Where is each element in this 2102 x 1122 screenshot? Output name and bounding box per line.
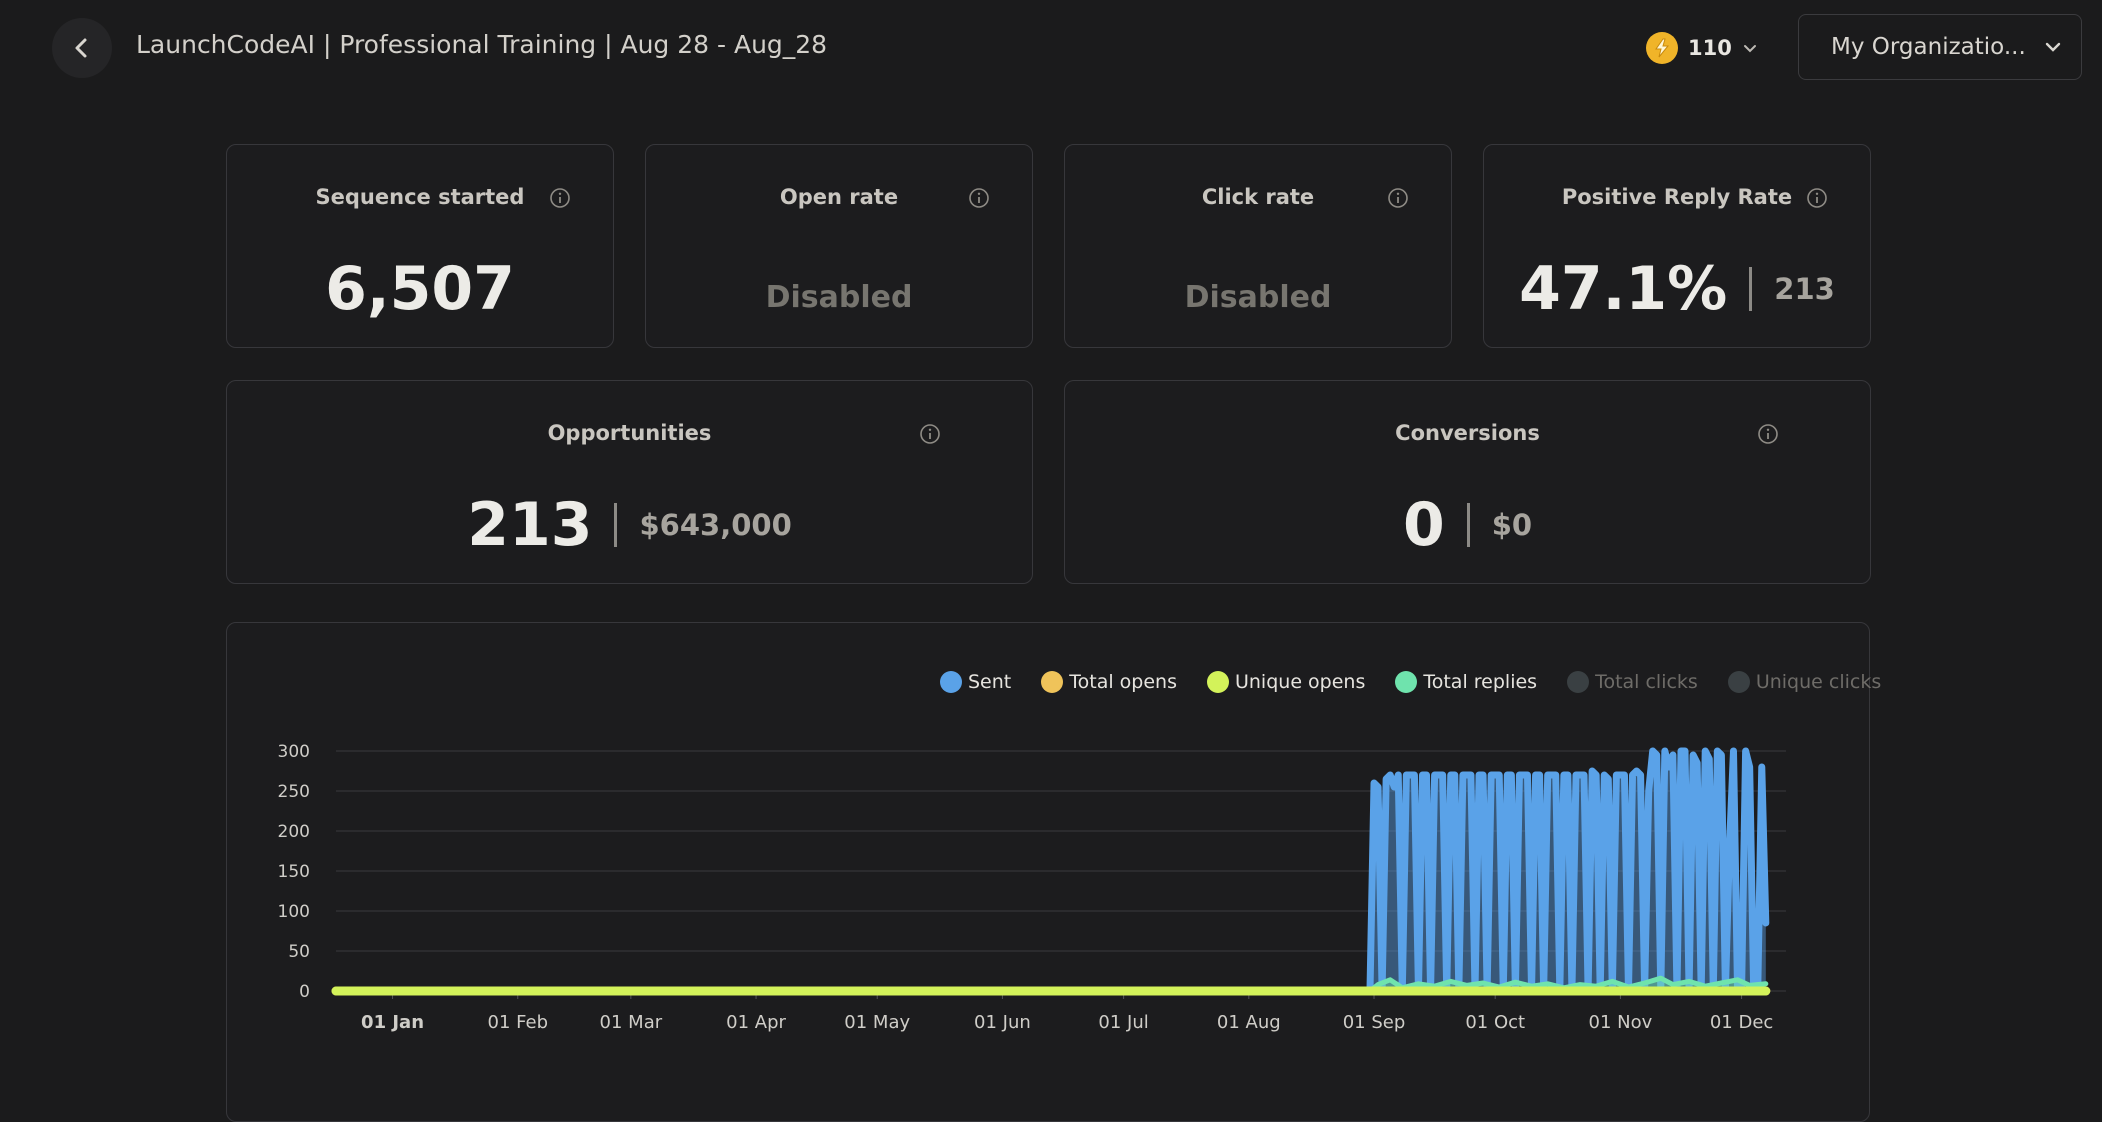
legend-label: Unique clicks: [1755, 671, 1882, 693]
x-tick-label: 01 Jun: [974, 1012, 1031, 1033]
lightning-icon: [1646, 32, 1678, 64]
card-sequence-started: Sequence started 6,507: [226, 144, 614, 348]
sequence-started-value: 6,507: [325, 254, 515, 324]
conversions-value: 0: [1402, 490, 1445, 560]
legend-dot: [1567, 671, 1590, 693]
card-title: Positive Reply Rate: [1561, 185, 1793, 209]
x-tick-label: 01 Oct: [1465, 1012, 1525, 1033]
legend-label: Total clicks: [1595, 671, 1698, 693]
y-tick-label: 0: [299, 982, 310, 1002]
legend-item-unique-clicks[interactable]: Unique clicks: [1727, 671, 1882, 693]
positive-reply-rate-value: 47.1%: [1519, 254, 1728, 324]
legend-item-unique-opens[interactable]: Unique opens: [1206, 671, 1366, 693]
legend-dot: [1727, 671, 1750, 693]
info-icon[interactable]: [549, 187, 571, 209]
y-tick-label: 300: [278, 742, 310, 762]
info-icon[interactable]: [1387, 187, 1409, 209]
chevron-down-icon: [1743, 45, 1756, 53]
top-bar: LaunchCodeAI | Professional Training | A…: [0, 0, 2102, 94]
opportunities-value: 213: [467, 490, 593, 560]
organization-dropdown[interactable]: My Organizatio...: [1798, 14, 2082, 80]
info-icon[interactable]: [1806, 187, 1828, 209]
legend-label: Total replies: [1423, 671, 1538, 693]
positive-reply-count: 213: [1774, 272, 1835, 306]
x-tick-label: 01 Aug: [1217, 1012, 1281, 1033]
card-opportunities: Opportunities 213 $643,000: [226, 380, 1033, 584]
x-tick-label: 01 Apr: [726, 1012, 786, 1033]
open-rate-value: Disabled: [765, 279, 913, 315]
legend-label: Unique opens: [1234, 671, 1366, 693]
value-separator: [614, 503, 618, 547]
card-title: Click rate: [1201, 185, 1315, 209]
page-title: LaunchCodeAI | Professional Training | A…: [136, 30, 828, 59]
credits-dropdown[interactable]: 110: [1646, 28, 1758, 68]
x-tick-label: 01 Mar: [600, 1012, 663, 1033]
activity-chart: 0 50 100 150 200 250 300 01 Jan 01 Feb 01 Mar 01 A…: [278, 742, 1786, 1033]
y-tick-label: 50: [288, 942, 310, 962]
info-icon[interactable]: [968, 187, 990, 209]
card-title: Sequence started: [315, 185, 525, 209]
legend-label: Total opens: [1069, 671, 1177, 693]
card-conversions: Conversions 0 $0: [1064, 380, 1871, 584]
credits-count: 110: [1688, 36, 1732, 60]
organization-label: My Organizatio...: [1831, 34, 2026, 60]
click-rate-value: Disabled: [1184, 279, 1332, 315]
info-icon[interactable]: [1757, 423, 1779, 445]
card-positive-reply-rate: Positive Reply Rate 47.1% 213: [1483, 144, 1871, 348]
legend-dot: [1041, 671, 1064, 693]
x-tick-label: 01 Nov: [1589, 1012, 1653, 1033]
legend-item-sent[interactable]: Sent: [940, 671, 1011, 693]
legend-dot: [1206, 671, 1229, 693]
x-tick-label: 01 Feb: [488, 1012, 549, 1033]
opportunities-amount: $643,000: [639, 508, 792, 542]
x-tick-label: 01 Jan: [361, 1012, 424, 1033]
legend-dot: [940, 671, 962, 693]
card-click-rate: Click rate Disabled: [1064, 144, 1452, 348]
card-open-rate: Open rate Disabled: [645, 144, 1033, 348]
chart-legend: Sent Total opens Unique opens Total repl…: [940, 668, 1881, 696]
y-tick-label: 150: [278, 862, 310, 882]
value-separator: [1466, 503, 1470, 547]
conversions-amount: $0: [1491, 508, 1533, 542]
legend-item-total-opens[interactable]: Total opens: [1041, 671, 1177, 693]
info-icon[interactable]: [919, 423, 941, 445]
x-tick-label: 01 Sep: [1343, 1012, 1406, 1033]
x-tick-label: 01 Dec: [1710, 1012, 1773, 1033]
x-tick-label: 01 May: [844, 1012, 910, 1033]
legend-item-total-clicks[interactable]: Total clicks: [1567, 671, 1698, 693]
legend-dot: [1395, 671, 1418, 693]
chevron-left-icon: [75, 38, 87, 58]
chevron-down-icon: [2045, 42, 2060, 52]
x-tick-label: 01 Jul: [1098, 1012, 1148, 1033]
back-button[interactable]: [52, 18, 112, 78]
card-title: Conversions: [1395, 421, 1540, 445]
legend-item-total-replies[interactable]: Total replies: [1395, 671, 1537, 693]
value-separator: [1749, 267, 1753, 311]
card-title: Opportunities: [547, 421, 712, 445]
card-title: Open rate: [779, 185, 899, 209]
legend-label: Sent: [968, 671, 1012, 693]
y-tick-label: 100: [278, 902, 310, 922]
y-tick-label: 200: [278, 822, 310, 842]
y-tick-label: 250: [278, 782, 310, 802]
series-line-sent: [1366, 747, 1770, 995]
